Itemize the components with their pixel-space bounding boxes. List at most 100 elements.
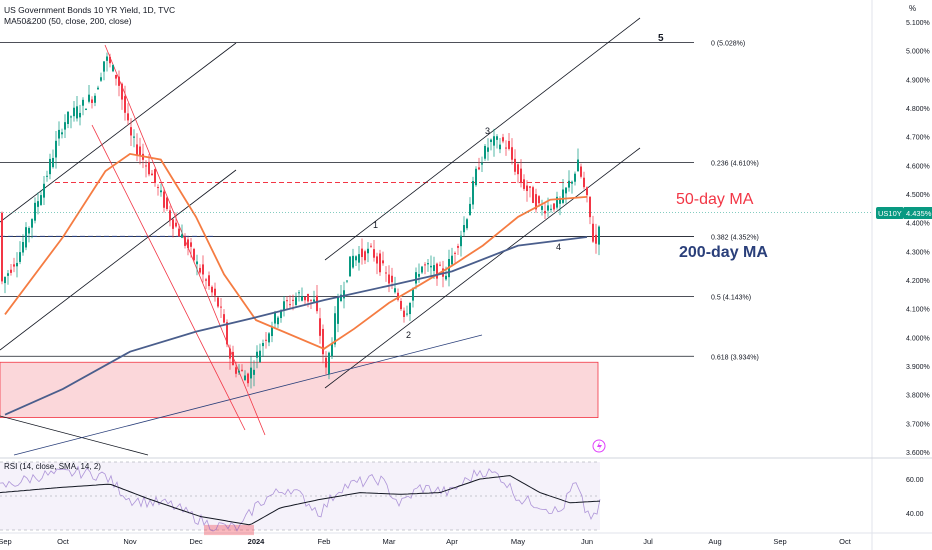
candle-body bbox=[505, 147, 507, 149]
candle-body bbox=[46, 175, 48, 177]
y-tick-label: 4.400% bbox=[906, 221, 930, 228]
candle-body bbox=[592, 223, 594, 242]
trend-line bbox=[13, 334, 483, 456]
candle-body bbox=[355, 256, 357, 261]
y-tick-label: 3.900% bbox=[906, 364, 930, 371]
candle-body bbox=[598, 226, 600, 245]
y-unit-label: % bbox=[909, 4, 916, 13]
candle-body bbox=[352, 255, 354, 268]
x-tick-label: 2024 bbox=[248, 537, 266, 546]
candle-body bbox=[349, 256, 351, 277]
candle-body bbox=[280, 310, 282, 319]
fib-level-label: 0.5 (4.143%) bbox=[711, 294, 751, 301]
y-tick-label: 4.500% bbox=[906, 192, 930, 199]
candle-body bbox=[493, 136, 495, 146]
wave-label: 3 bbox=[485, 126, 490, 136]
candle-body bbox=[430, 265, 432, 268]
y-tick-label: 3.800% bbox=[906, 393, 930, 400]
y-tick-label: 4.600% bbox=[906, 163, 930, 170]
candle-body bbox=[22, 242, 24, 253]
candle-body bbox=[121, 83, 123, 100]
candle-body bbox=[385, 272, 387, 274]
candle-body bbox=[70, 116, 72, 118]
candle-body bbox=[508, 140, 510, 149]
y-axis: 5.100% 5.000% 4.900% 4.800% 4.700% 4.600% 4.50… bbox=[906, 20, 930, 457]
y-tick-label: 4.100% bbox=[906, 307, 930, 314]
y-tick-label: 5.000% bbox=[906, 49, 930, 56]
candle-body bbox=[220, 306, 222, 308]
candle-body bbox=[208, 275, 210, 287]
indicator-label: MA50&200 (50, close, 200, close) bbox=[4, 16, 132, 26]
candle-body bbox=[97, 87, 99, 90]
candle-body bbox=[292, 299, 294, 301]
candle-body bbox=[181, 234, 183, 238]
candle-body bbox=[289, 304, 291, 306]
x-tick-label: Sep bbox=[773, 537, 786, 546]
candle-body bbox=[7, 273, 9, 276]
x-tick-label: Aug bbox=[708, 537, 721, 546]
candle-body bbox=[19, 252, 21, 262]
fib-zone-layer bbox=[0, 361, 599, 418]
candle-body bbox=[340, 294, 342, 302]
y-tick-label: 3.600% bbox=[906, 450, 930, 457]
candle-body bbox=[301, 296, 303, 301]
candle-body bbox=[214, 288, 216, 296]
candle-body bbox=[259, 350, 261, 363]
candle-body bbox=[166, 197, 168, 210]
candle-body bbox=[388, 274, 390, 284]
candle-body bbox=[337, 296, 339, 324]
candle-body bbox=[151, 173, 153, 176]
candle-body bbox=[187, 239, 189, 249]
candle-body bbox=[568, 180, 570, 188]
ma200-line bbox=[4, 236, 588, 416]
candle-body bbox=[43, 183, 45, 198]
fib-level-label: 0.618 (3.934%) bbox=[711, 354, 759, 361]
candle-body bbox=[595, 234, 597, 244]
y-tick-label: 3.700% bbox=[906, 421, 930, 428]
fib-level-label: 0 (5.028%) bbox=[711, 41, 745, 48]
chart-title: US Government Bonds 10 YR Yield, 1D, TVC bbox=[4, 5, 175, 15]
candle-body bbox=[394, 288, 396, 293]
candle-body bbox=[67, 111, 69, 124]
candle-body bbox=[109, 56, 111, 64]
candle-body bbox=[415, 272, 417, 284]
candle-body bbox=[433, 265, 435, 271]
labels-layer: 1 2 3 4 5 50-day MA 200-day MA bbox=[373, 33, 768, 340]
candle-body bbox=[361, 248, 363, 258]
fib-level-label: 0.236 (4.610%) bbox=[711, 160, 759, 167]
candle-body bbox=[412, 288, 414, 301]
candle-body bbox=[499, 144, 501, 150]
candle-body bbox=[376, 256, 378, 264]
candle-body bbox=[136, 144, 138, 155]
price-tag-symbol-bg bbox=[876, 207, 904, 219]
candle-body bbox=[178, 228, 180, 237]
candle-body bbox=[373, 249, 375, 258]
candle-body bbox=[391, 275, 393, 283]
candle-body bbox=[322, 328, 324, 355]
trend-line bbox=[0, 169, 237, 351]
rsi-line bbox=[0, 465, 601, 532]
candle-body bbox=[28, 227, 30, 234]
trend-line bbox=[0, 415, 149, 456]
candle-body bbox=[118, 76, 120, 86]
candle-body bbox=[469, 203, 471, 216]
candle-body bbox=[91, 99, 93, 103]
candle-body bbox=[409, 303, 411, 315]
wave-label: 1 bbox=[373, 220, 378, 230]
candle-body bbox=[163, 191, 165, 208]
candle-body bbox=[49, 158, 51, 175]
y-tick-label: 5.100% bbox=[906, 20, 930, 27]
trend-line bbox=[91, 124, 246, 431]
candle-body bbox=[4, 277, 6, 284]
candle-body bbox=[64, 122, 66, 130]
flash-icon[interactable] bbox=[592, 439, 606, 453]
candle-body bbox=[397, 292, 399, 300]
candle-body bbox=[406, 313, 408, 315]
x-tick-label: Jul bbox=[643, 537, 653, 546]
rsi-tick-label: 40.00 bbox=[906, 511, 924, 518]
candle-body bbox=[223, 314, 225, 323]
candle-body bbox=[184, 237, 186, 246]
trend-line bbox=[0, 42, 237, 223]
candle-body bbox=[427, 263, 429, 265]
candle-body bbox=[460, 235, 462, 247]
